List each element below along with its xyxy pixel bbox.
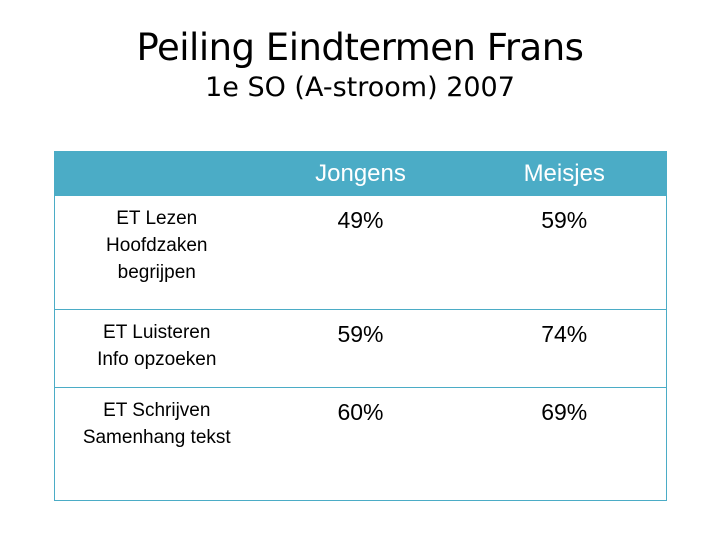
row-label-cell: ET Schrijven Samenhang tekst	[54, 387, 259, 501]
cell-jongens: 60%	[258, 387, 463, 501]
cell-jongens: 59%	[258, 309, 463, 388]
table-header-row: Jongens Meisjes	[54, 151, 667, 196]
title-block: Peiling Eindtermen Frans 1e SO (A-stroom…	[0, 26, 720, 106]
results-table: Jongens Meisjes ET Lezen Hoofdzaken begr…	[54, 151, 667, 501]
row-label-line: begrijpen	[117, 261, 196, 283]
header-cell-jongens: Jongens	[258, 151, 463, 196]
row-label-line: ET Lezen	[116, 207, 198, 229]
cell-jongens: 49%	[258, 195, 463, 310]
results-table-container: Jongens Meisjes ET Lezen Hoofdzaken begr…	[54, 151, 667, 501]
cell-meisjes: 74%	[462, 309, 667, 388]
row-label-line: Samenhang tekst	[82, 427, 231, 448]
table-row: ET Schrijven Samenhang tekst 60% 69%	[54, 387, 667, 501]
table-row: ET Luisteren Info opzoeken 59% 74%	[54, 309, 667, 388]
row-label-line: Info opzoeken	[97, 349, 217, 370]
cell-meisjes: 69%	[462, 387, 667, 501]
slide-title: Peiling Eindtermen Frans	[136, 26, 584, 69]
row-label-cell: ET Lezen Hoofdzaken begrijpen	[54, 195, 259, 310]
row-label-line: ET Luisteren	[103, 322, 211, 343]
row-label-cell: ET Luisteren Info opzoeken	[54, 309, 259, 388]
slide-subtitle: 1e SO (A-stroom) 2007	[205, 72, 515, 103]
table-row: ET Lezen Hoofdzaken begrijpen 49% 59%	[54, 195, 667, 310]
header-cell-meisjes: Meisjes	[462, 151, 667, 196]
row-label-line: ET Schrijven	[103, 400, 211, 421]
header-cell-empty	[54, 151, 259, 196]
row-label-line: Hoofdzaken	[106, 234, 208, 256]
cell-meisjes: 59%	[462, 195, 667, 310]
